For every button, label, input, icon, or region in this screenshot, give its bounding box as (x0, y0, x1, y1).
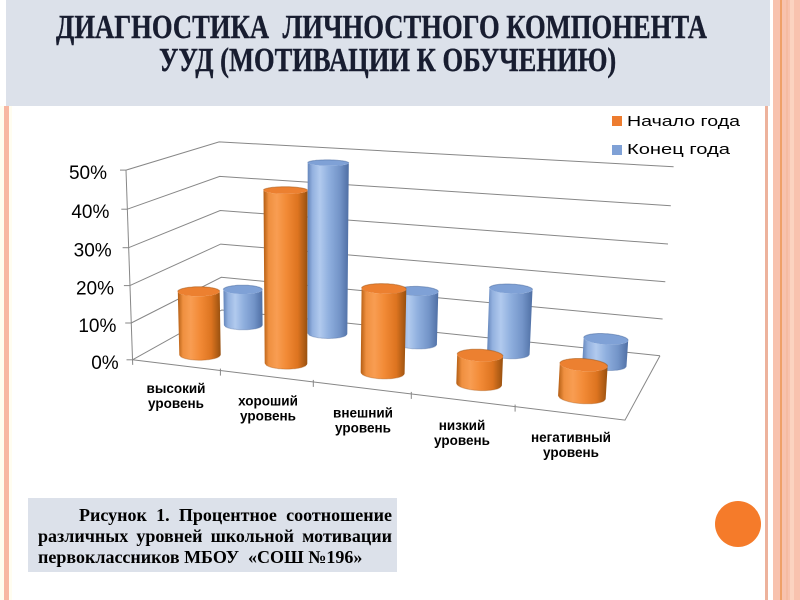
svg-text:30%: 30% (74, 241, 112, 262)
svg-text:0%: 0% (91, 353, 119, 374)
svg-text:Начало года: Начало года (627, 113, 741, 130)
svg-text:Конец года: Конец года (627, 141, 731, 158)
svg-text:10%: 10% (78, 316, 116, 337)
svg-text:40%: 40% (71, 202, 109, 223)
svg-text:20%: 20% (76, 279, 114, 300)
svg-text:50%: 50% (69, 163, 107, 184)
